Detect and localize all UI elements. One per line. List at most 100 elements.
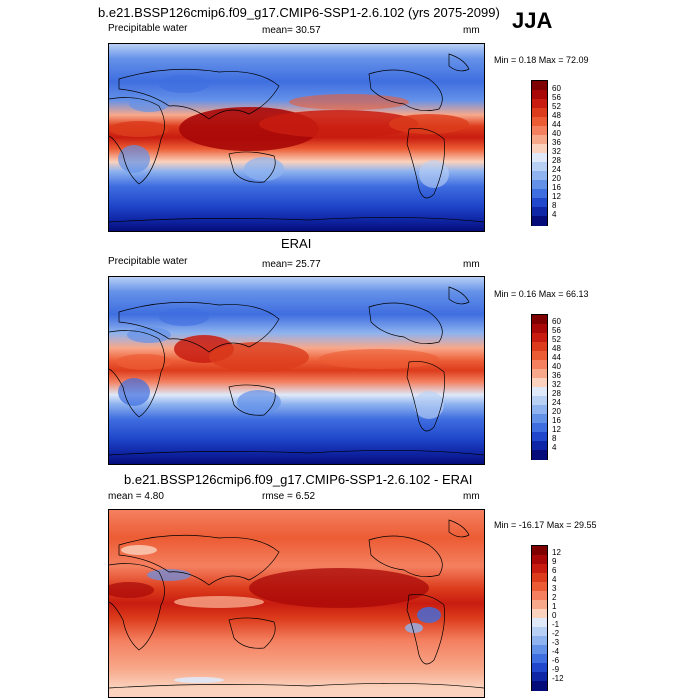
colorbar-diff bbox=[531, 545, 548, 691]
colorbar-tick-label: 48 bbox=[552, 111, 561, 120]
colorbar-segment bbox=[532, 198, 547, 208]
colorbar-tick-label: 52 bbox=[552, 335, 561, 344]
colorbar-tick-label: 56 bbox=[552, 93, 561, 102]
colorbar-segment bbox=[532, 216, 547, 226]
colorbar-segment bbox=[532, 153, 547, 163]
colorbar-segment bbox=[532, 441, 547, 451]
colorbar-tick-label: 60 bbox=[552, 317, 561, 326]
minmax-label: Min = -16.17 Max = 29.55 bbox=[494, 520, 597, 530]
colorbar-segment bbox=[532, 180, 547, 190]
colorbar-segment bbox=[532, 573, 547, 583]
colorbar-segment bbox=[532, 582, 547, 592]
colorbar-tick-label: 12 bbox=[552, 548, 561, 557]
colorbar-segment bbox=[532, 162, 547, 172]
colorbar-tick-label: 16 bbox=[552, 416, 561, 425]
units-label: mm bbox=[463, 491, 480, 502]
colorbar-tick-label: 32 bbox=[552, 380, 561, 389]
colorbar-segment bbox=[532, 99, 547, 109]
colorbar-tick-label: -12 bbox=[552, 674, 564, 683]
colorbar-tick-label: 4 bbox=[552, 575, 557, 584]
colorbar-segment bbox=[532, 600, 547, 610]
colorbar-segment bbox=[532, 117, 547, 127]
colorbar-tick-label: -9 bbox=[552, 665, 560, 674]
colorbar-tick-label: 12 bbox=[552, 192, 561, 201]
colorbar-segment bbox=[532, 450, 547, 460]
colorbar-segment bbox=[532, 378, 547, 388]
precipitable-water-map bbox=[108, 43, 485, 232]
colorbar-segment bbox=[532, 396, 547, 406]
colorbar-tick-label: 48 bbox=[552, 344, 561, 353]
colorbar-segment bbox=[532, 207, 547, 217]
colorbar-segment bbox=[532, 387, 547, 397]
colorbar-segment bbox=[532, 591, 547, 601]
colorbar-tick-label: -6 bbox=[552, 656, 560, 665]
colorbar-segment bbox=[532, 645, 547, 655]
colorbar-model bbox=[531, 80, 548, 226]
colorbar-tick-label: 44 bbox=[552, 353, 561, 362]
colorbar-segment bbox=[532, 654, 547, 664]
colorbar-tick-label: 2 bbox=[552, 593, 557, 602]
colorbar-tick-label: 52 bbox=[552, 102, 561, 111]
colorbar-tick-label: 20 bbox=[552, 174, 561, 183]
colorbar-tick-label: 6 bbox=[552, 566, 557, 575]
colorbar-segment bbox=[532, 618, 547, 628]
colorbar-tick-label: 28 bbox=[552, 156, 561, 165]
colorbar-segment bbox=[532, 555, 547, 565]
colorbar-segment bbox=[532, 423, 547, 433]
variable-label: Precipitable water bbox=[108, 23, 188, 34]
colorbar-segment bbox=[532, 564, 547, 574]
colorbar-tick-label: 24 bbox=[552, 398, 561, 407]
minmax-label: Min = 0.18 Max = 72.09 bbox=[494, 55, 589, 65]
colorbar-segment bbox=[532, 432, 547, 442]
colorbar-segment bbox=[532, 663, 547, 673]
colorbar-segment bbox=[532, 609, 547, 619]
season-label: JJA bbox=[512, 8, 553, 33]
colorbar-tick-label: 1 bbox=[552, 602, 557, 611]
colorbar-tick-label: -1 bbox=[552, 620, 560, 629]
colorbar-segment bbox=[532, 369, 547, 379]
panel-title: b.e21.BSSP126cmip6.f09_g17.CMIP6-SSP1-2.… bbox=[124, 472, 473, 487]
colorbar-tick-label: 9 bbox=[552, 557, 557, 566]
colorbar-tick-label: 16 bbox=[552, 183, 561, 192]
minmax-label: Min = 0.16 Max = 66.13 bbox=[494, 289, 589, 299]
colorbar-segment bbox=[532, 81, 547, 91]
colorbar-tick-label: 28 bbox=[552, 389, 561, 398]
colorbar-segment bbox=[532, 351, 547, 361]
colorbar-tick-label: 4 bbox=[552, 443, 557, 452]
colorbar-tick-label: 60 bbox=[552, 84, 561, 93]
colorbar-segment bbox=[532, 90, 547, 100]
mean-label: mean= 25.77 bbox=[262, 259, 321, 270]
colorbar-segment bbox=[532, 135, 547, 145]
colorbar-tick-label: 0 bbox=[552, 611, 557, 620]
variable-label: Precipitable water bbox=[108, 256, 188, 267]
colorbar-tick-label: 8 bbox=[552, 201, 557, 210]
colorbar-segment bbox=[532, 315, 547, 325]
colorbar-segment bbox=[532, 360, 547, 370]
colorbar-segment bbox=[532, 144, 547, 154]
colorbar-tick-label: 44 bbox=[552, 120, 561, 129]
rmse-label: rmse = 6.52 bbox=[262, 491, 316, 502]
colorbar-segment bbox=[532, 627, 547, 637]
colorbar-tick-label: 56 bbox=[552, 326, 561, 335]
colorbar-tick-label: 12 bbox=[552, 425, 561, 434]
difference-map bbox=[108, 509, 485, 698]
mean-label: mean= 30.57 bbox=[262, 25, 321, 36]
colorbar-tick-label: -4 bbox=[552, 647, 560, 656]
colorbar-tick-label: 3 bbox=[552, 584, 557, 593]
colorbar-tick-label: 40 bbox=[552, 362, 561, 371]
colorbar-tick-label: 8 bbox=[552, 434, 557, 443]
colorbar-segment bbox=[532, 681, 547, 691]
mean-label: mean = 4.80 bbox=[108, 491, 164, 502]
units-label: mm bbox=[463, 259, 480, 270]
colorbar-segment bbox=[532, 546, 547, 556]
panel-title: b.e21.BSSP126cmip6.f09_g17.CMIP6-SSP1-2.… bbox=[98, 5, 500, 20]
colorbar-segment bbox=[532, 324, 547, 334]
colorbar-tick-label: -3 bbox=[552, 638, 560, 647]
colorbar-segment bbox=[532, 342, 547, 352]
colorbar-segment bbox=[532, 126, 547, 136]
colorbar-segment bbox=[532, 189, 547, 199]
colorbar-segment bbox=[532, 171, 547, 181]
colorbar-segment bbox=[532, 636, 547, 646]
colorbar-tick-label: 20 bbox=[552, 407, 561, 416]
colorbar-segment bbox=[532, 108, 547, 118]
